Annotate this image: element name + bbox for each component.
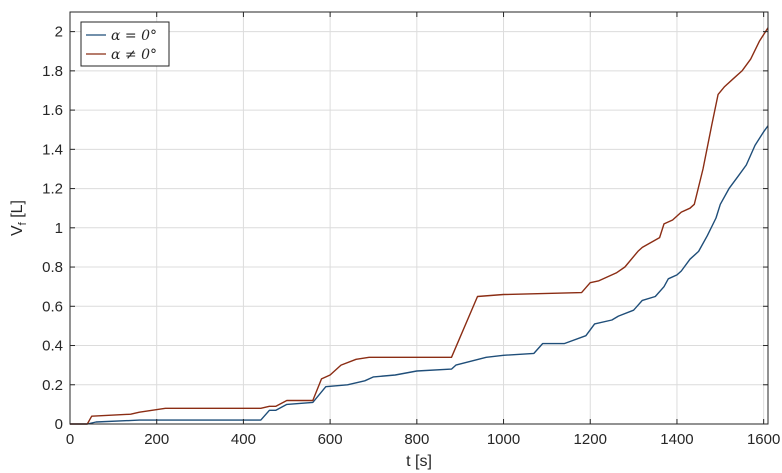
- x-tick-label: 600: [318, 431, 343, 448]
- x-axis-ticks: 0 200 400 600 800 1000 1200 1400 1600: [66, 12, 780, 448]
- plot-area-frame: [69, 11, 769, 425]
- y-axis-label-unit: [L]: [9, 200, 26, 222]
- y-tick-label: 0: [55, 416, 63, 433]
- legend-box: [80, 21, 170, 67]
- x-tick-label: 1000: [487, 431, 520, 448]
- series-line-2: [70, 27, 769, 425]
- x-tick-label: 400: [231, 431, 256, 448]
- y-axis-ticks: 0 0.2 0.4 0.6 0.8 1 1.2 1.4 1.6 1.8 2: [42, 24, 768, 433]
- y-tick-label: 0.8: [42, 259, 63, 276]
- vertical-gridlines: [69, 12, 765, 424]
- horizontal-gridlines: [70, 31, 768, 425]
- x-tick-label: 1600: [747, 431, 780, 448]
- x-tick-label: 0: [66, 431, 74, 448]
- y-axis-label-subscript: f: [17, 221, 29, 225]
- legend-label-series-1: α = 0°: [111, 28, 157, 44]
- y-tick-label: 2: [55, 24, 63, 41]
- y-tick-label: 1.2: [42, 181, 63, 198]
- series-line-1: [70, 125, 769, 425]
- series-lines: [70, 27, 769, 425]
- y-tick-label: 1.6: [42, 102, 63, 119]
- y-tick-label: 1.8: [42, 63, 63, 80]
- y-tick-label: 1.4: [42, 141, 63, 158]
- x-axis-label: t [s]: [406, 453, 432, 470]
- y-axis-label-main: V: [9, 225, 26, 236]
- x-tick-label: 800: [404, 431, 429, 448]
- y-tick-label: 0.6: [42, 298, 63, 315]
- x-tick-label: 1400: [660, 431, 693, 448]
- legend: α = 0° α ≠ 0°: [80, 21, 170, 67]
- y-tick-label: 1: [55, 220, 63, 237]
- x-tick-label: 200: [144, 431, 169, 448]
- y-axis-label: Vf [L]: [9, 200, 29, 236]
- legend-label-series-2: α ≠ 0°: [111, 47, 157, 63]
- x-tick-label: 1200: [574, 431, 607, 448]
- y-tick-label: 0.4: [42, 338, 63, 355]
- y-tick-label: 0.2: [42, 377, 63, 394]
